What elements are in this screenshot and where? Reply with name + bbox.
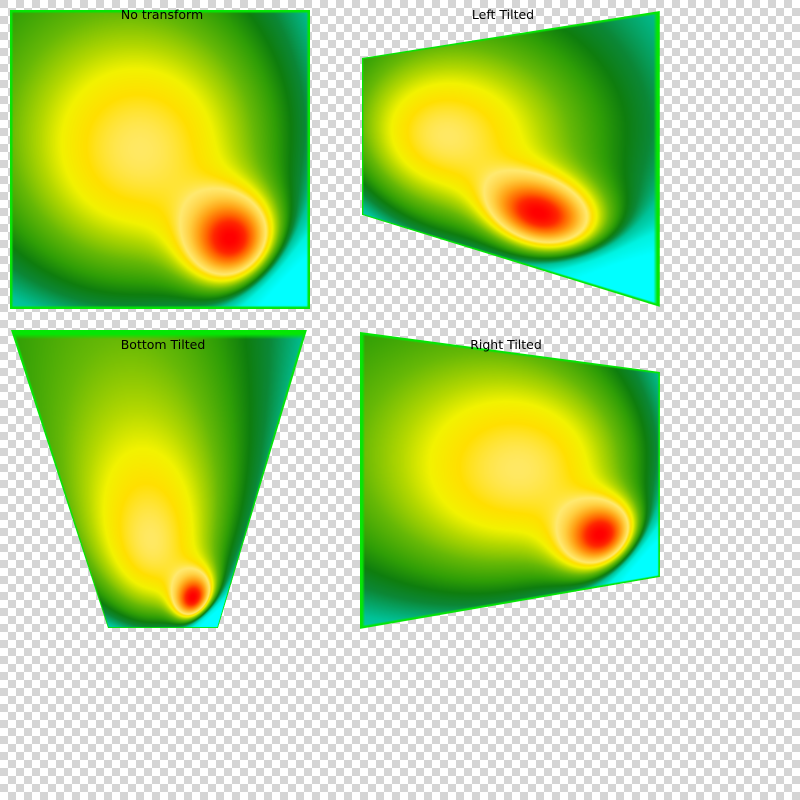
panel-title-left-tilted: Left Tilted: [471, 7, 535, 22]
gradient-image-bottom-tilted: [11, 330, 307, 629]
panel-title-right-tilted: Right Tilted: [470, 337, 542, 352]
panel-title-bottom-tilted: Bottom Tilted: [120, 337, 206, 352]
gradient-image-right-tilted: [360, 332, 661, 629]
gradient-image-no-transform: [10, 10, 310, 309]
panel-title-no-transform: No transform: [120, 7, 204, 22]
gradient-image-left-tilted: [362, 10, 660, 307]
